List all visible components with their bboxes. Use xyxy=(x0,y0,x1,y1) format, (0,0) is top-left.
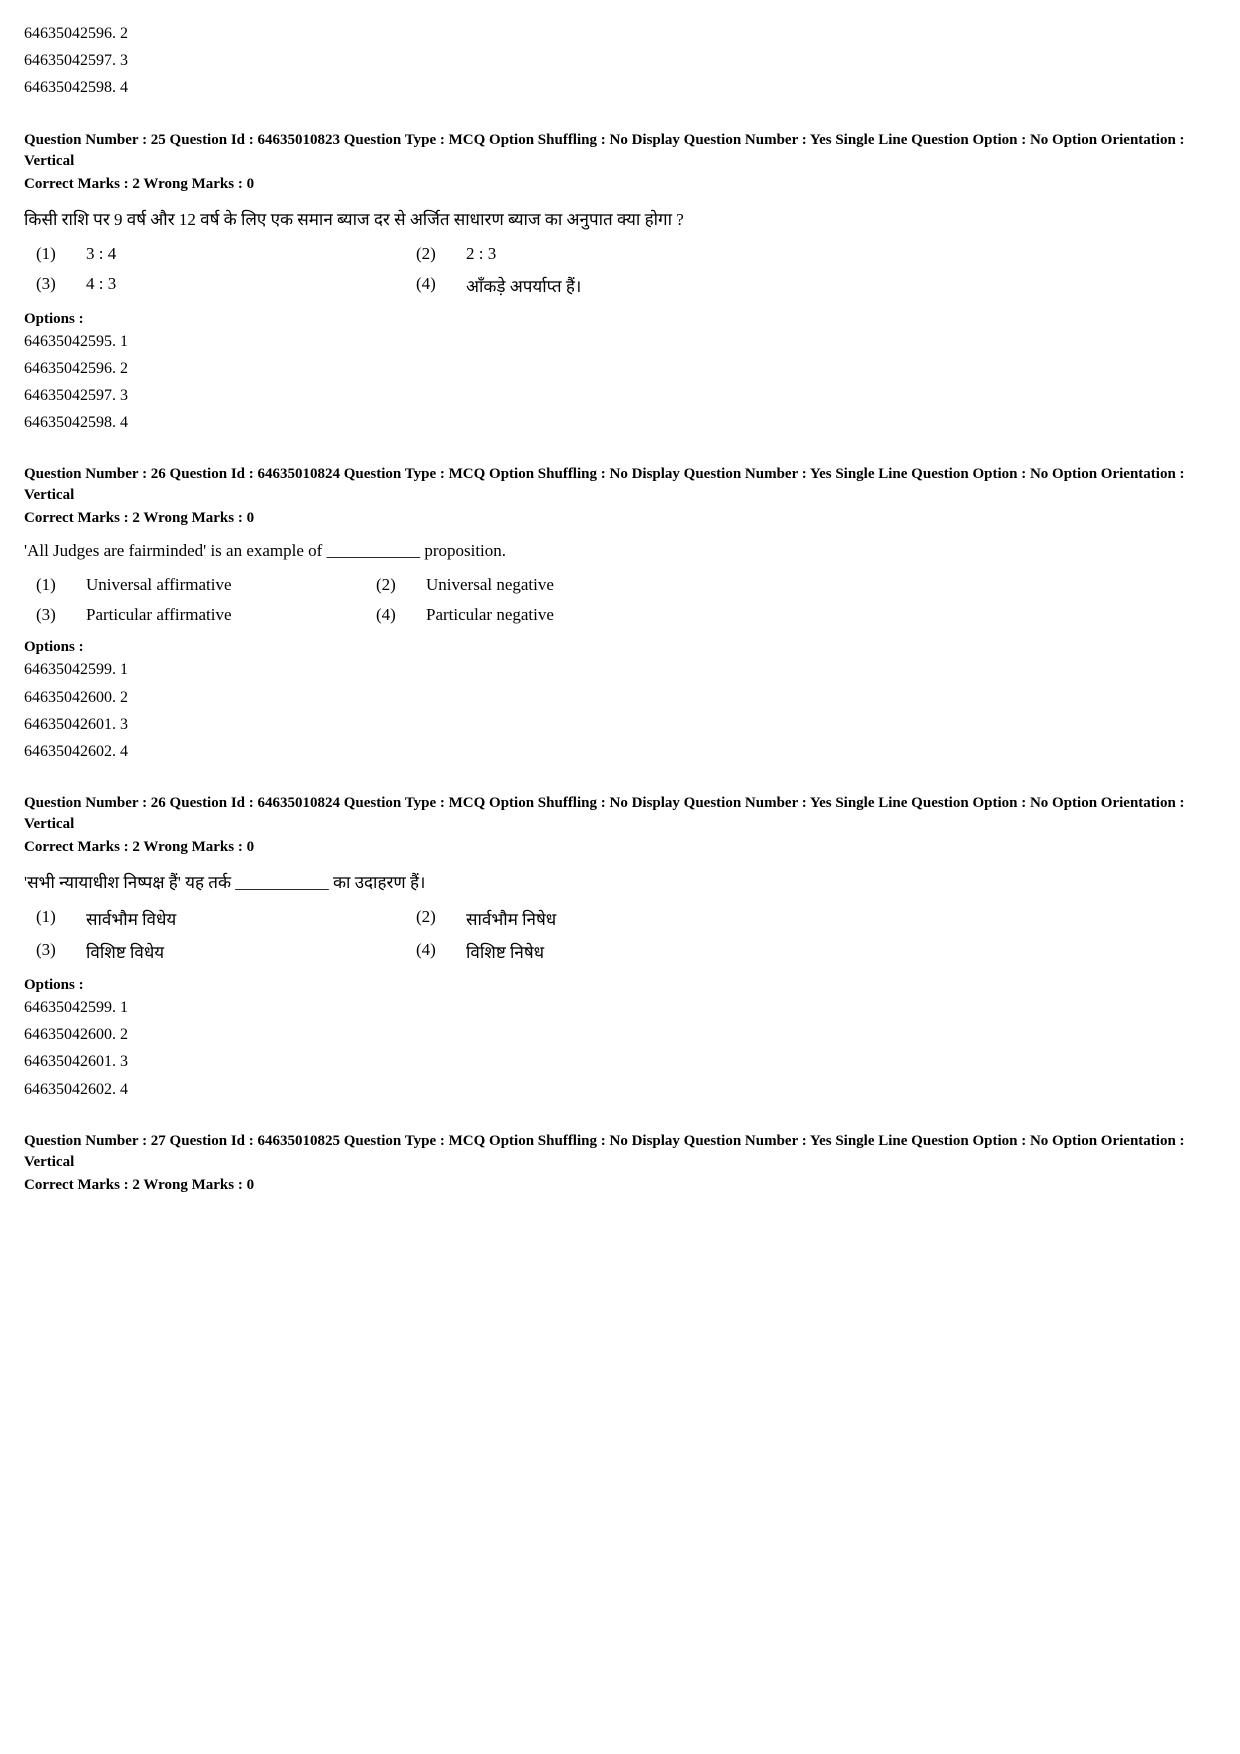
choice-number: (3) xyxy=(36,274,86,297)
question-marks: Correct Marks : 2 Wrong Marks : 0 xyxy=(24,510,1220,527)
question-text: किसी राशि पर 9 वर्ष और 12 वर्ष के लिए एक… xyxy=(24,207,1220,230)
choices-grid: (1) Universal affirmative (2) Universal … xyxy=(36,575,1220,625)
choice: (2) Universal negative xyxy=(376,575,716,595)
choice: (2) 2 : 3 xyxy=(416,244,796,264)
option-line: 64635042597. 3 xyxy=(24,47,1220,74)
choice-number: (1) xyxy=(36,244,86,264)
choices-grid: (1) सार्वभौम विधेय (2) सार्वभौम निषेध (3… xyxy=(36,907,1220,963)
choice-text: Particular negative xyxy=(426,605,554,625)
option-line: 64635042602. 4 xyxy=(24,738,1220,765)
option-line: 64635042600. 2 xyxy=(24,1021,1220,1048)
choice: (4) आँकड़े अपर्याप्त हैं। xyxy=(416,274,796,297)
choice-number: (4) xyxy=(376,605,426,625)
choices-grid: (1) 3 : 4 (2) 2 : 3 (3) 4 : 3 (4) आँकड़े… xyxy=(36,244,1220,297)
choice-text: Universal affirmative xyxy=(86,575,232,595)
choice: (1) Universal affirmative xyxy=(36,575,376,595)
choice-number: (1) xyxy=(36,907,86,930)
choice-text: विशिष्ट विधेय xyxy=(86,940,164,963)
question-header: Question Number : 26 Question Id : 64635… xyxy=(24,793,1220,835)
options-label: Options : xyxy=(24,639,1220,656)
option-line: 64635042598. 4 xyxy=(24,74,1220,101)
options-label: Options : xyxy=(24,311,1220,328)
option-line: 64635042602. 4 xyxy=(24,1076,1220,1103)
choice-text: विशिष्ट निषेध xyxy=(466,940,544,963)
choice-text: 4 : 3 xyxy=(86,274,116,297)
question-marks: Correct Marks : 2 Wrong Marks : 0 xyxy=(24,176,1220,193)
option-line: 64635042596. 2 xyxy=(24,20,1220,47)
option-line: 64635042596. 2 xyxy=(24,355,1220,382)
question-marks: Correct Marks : 2 Wrong Marks : 0 xyxy=(24,839,1220,856)
choice-number: (4) xyxy=(416,940,466,963)
question-text: 'All Judges are fairminded' is an exampl… xyxy=(24,541,1220,561)
choice-text: सार्वभौम विधेय xyxy=(86,907,176,930)
choice: (3) विशिष्ट विधेय xyxy=(36,940,416,963)
choice-number: (2) xyxy=(376,575,426,595)
option-line: 64635042597. 3 xyxy=(24,382,1220,409)
question-header: Question Number : 27 Question Id : 64635… xyxy=(24,1131,1220,1173)
question-block: Question Number : 27 Question Id : 64635… xyxy=(24,1131,1220,1194)
option-line: 64635042598. 4 xyxy=(24,409,1220,436)
question-block: Question Number : 25 Question Id : 64635… xyxy=(24,130,1220,437)
question-header: Question Number : 26 Question Id : 64635… xyxy=(24,464,1220,506)
choice-text: 2 : 3 xyxy=(466,244,496,264)
choice-number: (3) xyxy=(36,940,86,963)
question-header: Question Number : 25 Question Id : 64635… xyxy=(24,130,1220,172)
choice-text: सार्वभौम निषेध xyxy=(466,907,556,930)
question-text: 'सभी न्यायाधीश निष्पक्ष हैं' यह तर्क ___… xyxy=(24,870,1220,893)
top-options-block: 64635042596. 2 64635042597. 3 6463504259… xyxy=(24,20,1220,102)
choice-number: (2) xyxy=(416,244,466,264)
choice: (2) सार्वभौम निषेध xyxy=(416,907,796,930)
choice: (1) सार्वभौम विधेय xyxy=(36,907,416,930)
choice-text: Particular affirmative xyxy=(86,605,232,625)
choice-number: (4) xyxy=(416,274,466,297)
option-line: 64635042599. 1 xyxy=(24,994,1220,1021)
choice-number: (3) xyxy=(36,605,86,625)
choice: (3) 4 : 3 xyxy=(36,274,416,297)
options-label: Options : xyxy=(24,977,1220,994)
question-marks: Correct Marks : 2 Wrong Marks : 0 xyxy=(24,1177,1220,1194)
option-line: 64635042600. 2 xyxy=(24,684,1220,711)
question-block: Question Number : 26 Question Id : 64635… xyxy=(24,793,1220,1103)
choice: (3) Particular affirmative xyxy=(36,605,376,625)
option-line: 64635042595. 1 xyxy=(24,328,1220,355)
choice-number: (2) xyxy=(416,907,466,930)
choice: (4) Particular negative xyxy=(376,605,716,625)
choice-number: (1) xyxy=(36,575,86,595)
question-block: Question Number : 26 Question Id : 64635… xyxy=(24,464,1220,765)
option-line: 64635042601. 3 xyxy=(24,1048,1220,1075)
choice-text: Universal negative xyxy=(426,575,554,595)
choice-text: आँकड़े अपर्याप्त हैं। xyxy=(466,274,581,297)
choice: (1) 3 : 4 xyxy=(36,244,416,264)
option-line: 64635042601. 3 xyxy=(24,711,1220,738)
choice-text: 3 : 4 xyxy=(86,244,116,264)
option-line: 64635042599. 1 xyxy=(24,656,1220,683)
choice: (4) विशिष्ट निषेध xyxy=(416,940,796,963)
